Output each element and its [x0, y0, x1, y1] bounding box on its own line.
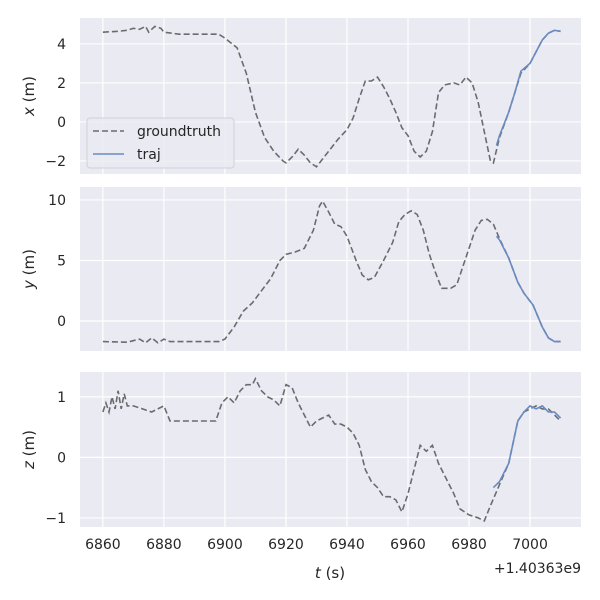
y-tick-label: 0 — [57, 314, 66, 330]
groundtruth-line — [102, 25, 561, 168]
plot-area — [80, 187, 581, 351]
traj-line — [495, 235, 561, 343]
y-tick-label: 4 — [57, 37, 66, 53]
x-tick-label: 6920 — [268, 537, 304, 553]
y-tick-label: 5 — [57, 253, 66, 269]
x-tick-label: 7000 — [512, 537, 548, 553]
y-tick-label: 0 — [57, 115, 66, 131]
panel-z: 6860 6880 6900 6920 6940 6960 6980 7000 −1 0 1 z (m… — [20, 372, 581, 553]
x-tick-label: 6980 — [451, 537, 487, 553]
y-tick-label: 10 — [48, 193, 66, 209]
x-tick-label: 6860 — [85, 537, 121, 553]
panel-x: −2 0 2 4 x (m) groundtruth traj — [20, 18, 581, 174]
legend-traj-label: traj — [137, 147, 161, 163]
y-tick-label: 0 — [57, 450, 66, 466]
legend-groundtruth-label: groundtruth — [137, 124, 221, 140]
x-tick-label: 6940 — [329, 537, 365, 553]
groundtruth-line — [102, 376, 562, 522]
x-axis-label: t (s) — [315, 564, 345, 582]
y-tick-label: −1 — [45, 511, 66, 527]
panel-y: 0 5 10 y (m) — [20, 187, 581, 351]
y-axis-label: y (m) — [20, 249, 38, 290]
plot-area — [80, 372, 581, 527]
groundtruth-line — [102, 199, 561, 344]
x-tick-label: 6880 — [146, 537, 182, 553]
traj-line — [492, 404, 562, 489]
x-axis-offset: +1.40363e9 — [494, 561, 581, 577]
y-axis-label: z (m) — [20, 430, 38, 470]
y-tick-label: 2 — [57, 76, 66, 92]
y-tick-label: 1 — [57, 390, 66, 406]
legend: groundtruth traj — [86, 117, 235, 169]
x-tick-label: 6960 — [390, 537, 426, 553]
x-tick-label: 6900 — [207, 537, 243, 553]
y-tick-label: −2 — [45, 154, 66, 170]
traj-line — [495, 29, 561, 146]
y-axis-label: x (m) — [20, 76, 38, 117]
